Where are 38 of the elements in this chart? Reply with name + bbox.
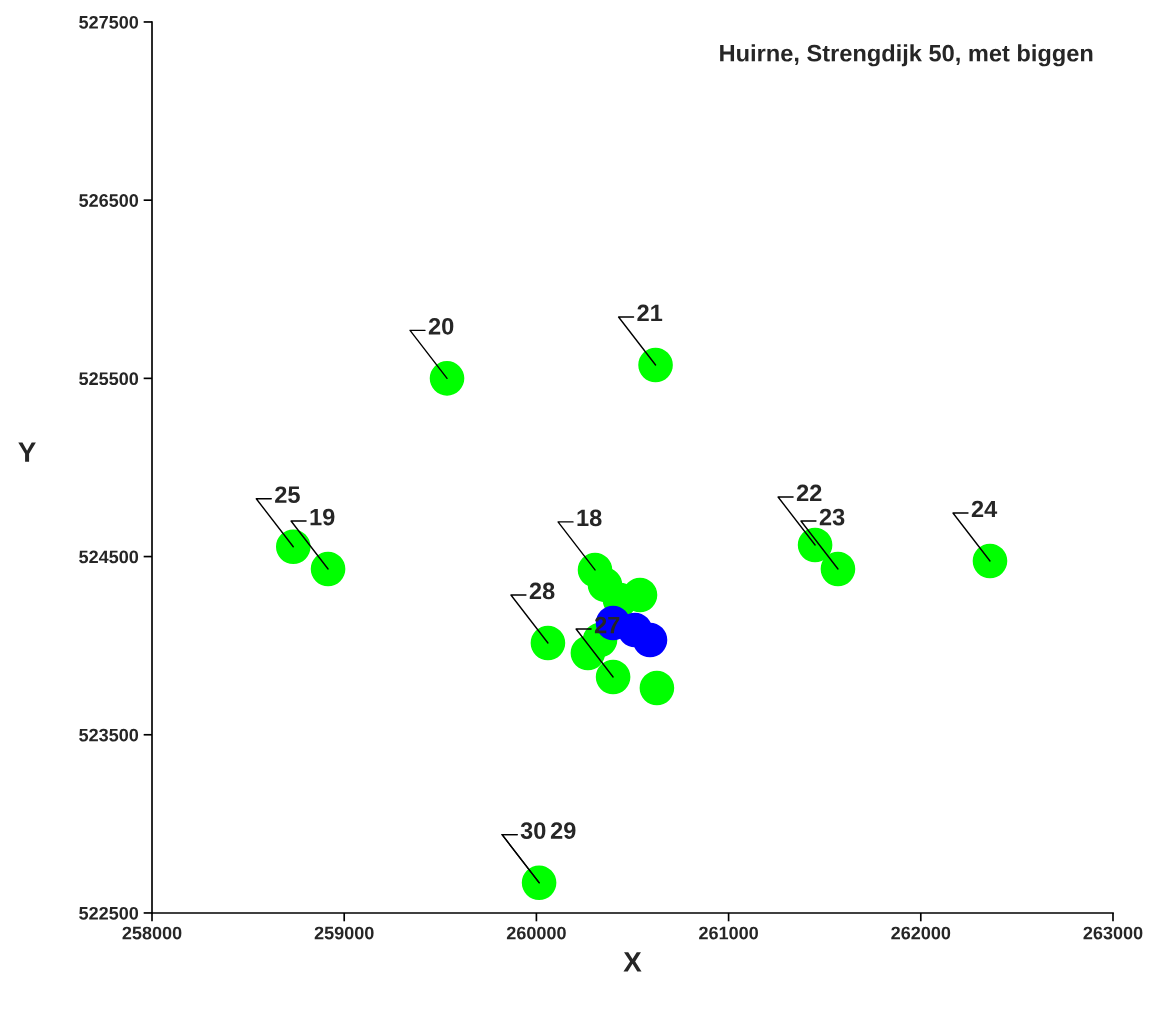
x-axis-title: X [623,952,642,972]
y-tick-label: 525500 [79,372,139,386]
point [820,551,856,587]
text: Huirne, Strengdijk 50, met biggen [720,44,1093,67]
point [275,529,311,565]
annotation: 25 [275,486,300,504]
annotation: 18 [577,509,602,527]
annotation: 23 [819,508,845,526]
annotation: 24 [971,500,998,518]
annotation: 22 [796,484,822,502]
point [632,622,668,658]
x-tick-label: 261000 [699,926,758,940]
annotation: 19 [310,508,335,526]
annotation: 21 [637,304,663,322]
y-tick-label: 522500 [79,906,139,920]
point [797,527,833,563]
x-tick-label: 259000 [314,926,374,940]
x-tick-label: 263000 [1083,926,1143,940]
point [595,659,631,695]
annotation: 30 [520,822,546,840]
y-axis-title: Y [18,442,36,462]
point [972,543,1008,579]
point [521,865,557,900]
point [639,670,675,706]
annotation: 29 [550,822,576,840]
annotation: 28 [529,582,555,600]
y-tick-label: 523500 [79,728,139,742]
x-tick-label: 260000 [506,926,566,940]
y-tick-label: 527500 [79,15,139,29]
x-tick-label: 262000 [891,926,951,940]
point [530,625,566,661]
y-tick-label: 524500 [79,550,139,564]
point [638,347,673,383]
point [310,551,346,587]
x-tick-label: 258000 [122,926,182,940]
point [429,361,465,396]
annotation: 20 [428,317,454,335]
y-tick-label: 526500 [79,194,139,207]
